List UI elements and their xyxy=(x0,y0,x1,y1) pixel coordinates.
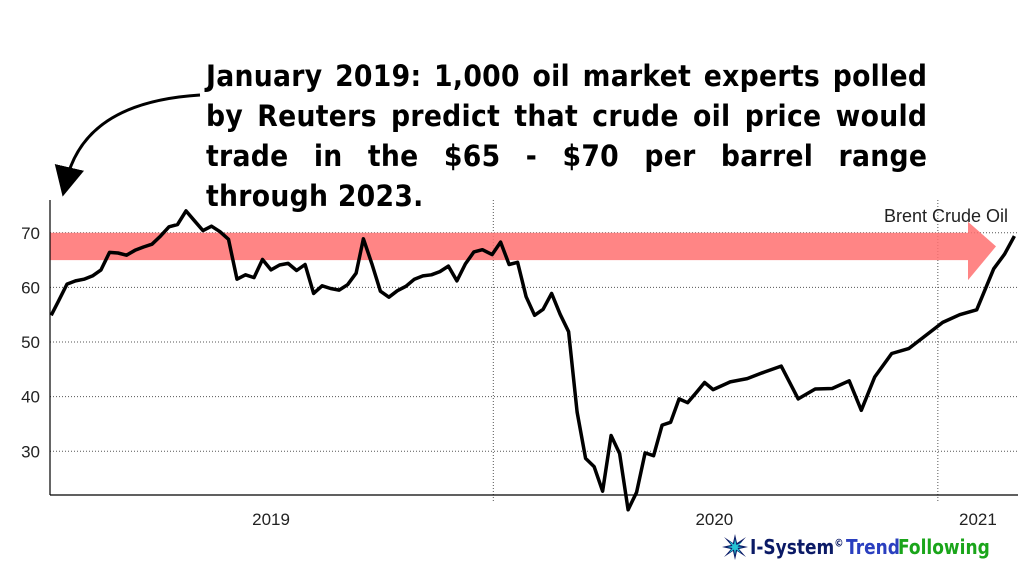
y-tick-40: 40 xyxy=(21,388,40,407)
x-tick-2021: 2021 xyxy=(959,510,997,529)
gridlines xyxy=(50,232,1018,452)
y-tick-70: 70 xyxy=(21,224,40,243)
target-band-arrow xyxy=(50,221,996,281)
y-tick-30: 30 xyxy=(21,442,40,461)
series-line-brent xyxy=(49,209,1016,512)
y-tick-labels: 30 40 50 60 70 xyxy=(21,224,40,462)
y-tick-60: 60 xyxy=(21,278,40,297)
price-series xyxy=(49,209,1016,512)
y-tick-50: 50 xyxy=(21,333,40,352)
x-tick-2020: 2020 xyxy=(695,510,733,529)
logo: I-System© Trend Following xyxy=(722,532,1005,562)
starburst-icon xyxy=(722,534,748,560)
annotation-arrow xyxy=(54,93,201,197)
logo-following: Following xyxy=(897,535,990,559)
target-band xyxy=(50,221,996,281)
logo-trend: Trend xyxy=(846,535,900,559)
axes xyxy=(49,200,1018,496)
x-tick-2019: 2019 xyxy=(252,510,290,529)
x-tick-labels: 2019 2020 2021 xyxy=(252,510,997,529)
year-dividers xyxy=(492,200,939,501)
headline: January 2019: 1,000 oil market experts p… xyxy=(206,59,928,213)
logo-brand: I-System© xyxy=(750,535,844,559)
series-label: Brent Crude Oil xyxy=(884,206,1008,226)
